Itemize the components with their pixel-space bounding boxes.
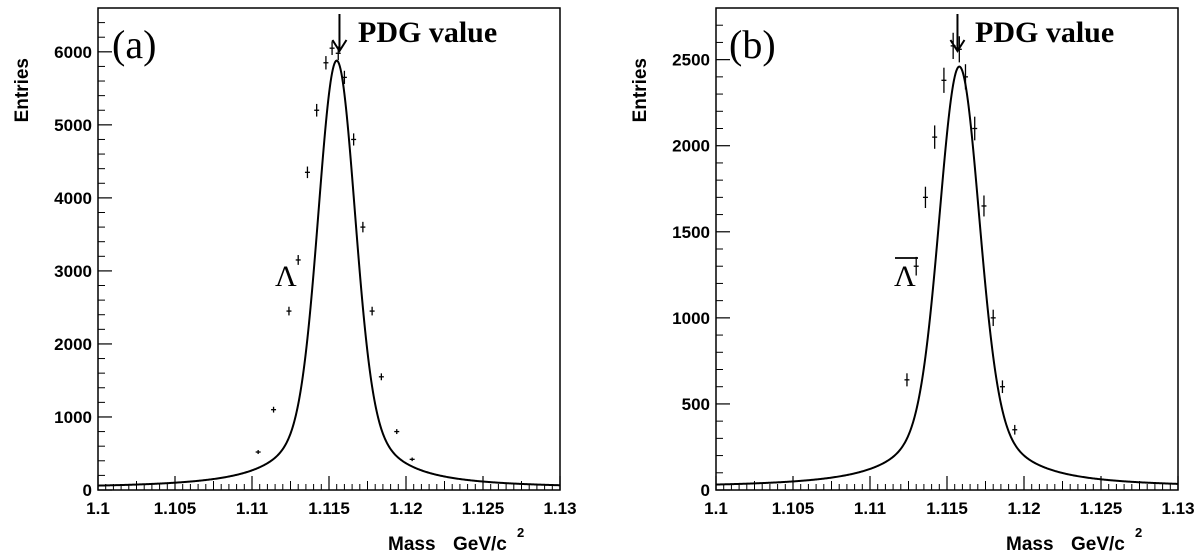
x-tick-label: 1.13 [1161, 499, 1194, 518]
x-tick-label: 1.11 [236, 499, 268, 518]
data-point [329, 41, 335, 55]
y-axis-title: Entries [12, 58, 33, 122]
data-point [913, 256, 919, 276]
data-point [323, 56, 329, 70]
x-tick-label: 1.105 [772, 499, 815, 518]
panel-a: (a) PDG value Λ Entries Mass GeV/c 2 1.1… [12, 7, 577, 555]
data-point [369, 306, 375, 316]
x-axis-unit: GeV/c [1071, 534, 1125, 555]
pdg-arrow-head [331, 39, 348, 53]
y-tick-label: 4000 [54, 189, 92, 208]
y-tick-label: 0 [701, 481, 710, 500]
pdg-annotation: PDG value [358, 16, 497, 49]
x-tick-label: 1.105 [154, 499, 197, 518]
data-point [314, 103, 320, 117]
fit-curve [97, 59, 561, 487]
y-tick-label: 5000 [54, 116, 92, 135]
y-tick-label: 2500 [672, 51, 710, 70]
data-point [962, 64, 968, 90]
fit-curve [715, 65, 1179, 486]
data-point [341, 70, 347, 84]
x-tick-label: 1.11 [854, 499, 886, 518]
data-point [286, 306, 292, 316]
data-point [941, 67, 947, 93]
data-point [981, 195, 987, 217]
x-axis-title: Mass [1006, 534, 1054, 555]
y-tick-label: 500 [682, 395, 710, 414]
x-tick-label: 1.125 [1080, 499, 1123, 518]
y-tick-label: 1000 [672, 309, 710, 328]
data-point [990, 309, 996, 327]
data-point [271, 406, 277, 413]
x-tick-label: 1.125 [462, 499, 505, 518]
x-axis-title: Mass [388, 534, 436, 555]
data-point [999, 380, 1005, 394]
x-tick-label: 1.115 [308, 499, 350, 518]
data-point [360, 221, 366, 233]
plot-frame [97, 7, 561, 491]
data-point [304, 166, 310, 179]
x-axis-unit: GeV/c [453, 534, 507, 555]
data-point [932, 125, 938, 149]
y-tick-label: 2000 [672, 137, 710, 156]
particle-label: Λ [275, 260, 297, 293]
data-point [351, 133, 357, 146]
x-tick-label: 1.1 [704, 499, 728, 518]
panel-b: (b) PDG value Λ Entries Mass GeV/c 2 1.1… [630, 7, 1195, 555]
y-tick-label: 1500 [672, 223, 710, 242]
panel-label: (b) [729, 22, 776, 67]
data-point [378, 373, 384, 381]
data-point [922, 186, 928, 209]
panel-label: (a) [112, 22, 156, 67]
x-axis-unit-superscript: 2 [517, 525, 524, 540]
x-tick-label: 1.1 [86, 499, 110, 518]
y-tick-label: 2000 [54, 335, 92, 354]
x-tick-label: 1.115 [926, 499, 968, 518]
data-point [1012, 424, 1018, 435]
data-point [972, 116, 978, 141]
plot-frame [715, 7, 1179, 491]
y-axis-title: Entries [630, 58, 651, 122]
particle-label: Λ [894, 260, 916, 293]
x-axis-unit-superscript: 2 [1135, 525, 1142, 540]
x-tick-label: 1.12 [389, 499, 422, 518]
data-point [904, 373, 910, 387]
pdg-annotation: PDG value [975, 16, 1114, 49]
y-tick-label: 1000 [54, 408, 92, 427]
y-tick-label: 6000 [54, 43, 92, 62]
y-tick-label: 0 [83, 481, 92, 500]
data-point [409, 457, 415, 462]
pdg-arrow-head [949, 39, 966, 53]
x-tick-label: 1.13 [543, 499, 576, 518]
y-tick-label: 3000 [54, 262, 92, 281]
x-tick-label: 1.12 [1007, 499, 1040, 518]
data-point [295, 255, 301, 265]
data-point [394, 429, 400, 435]
data-point [255, 450, 261, 455]
